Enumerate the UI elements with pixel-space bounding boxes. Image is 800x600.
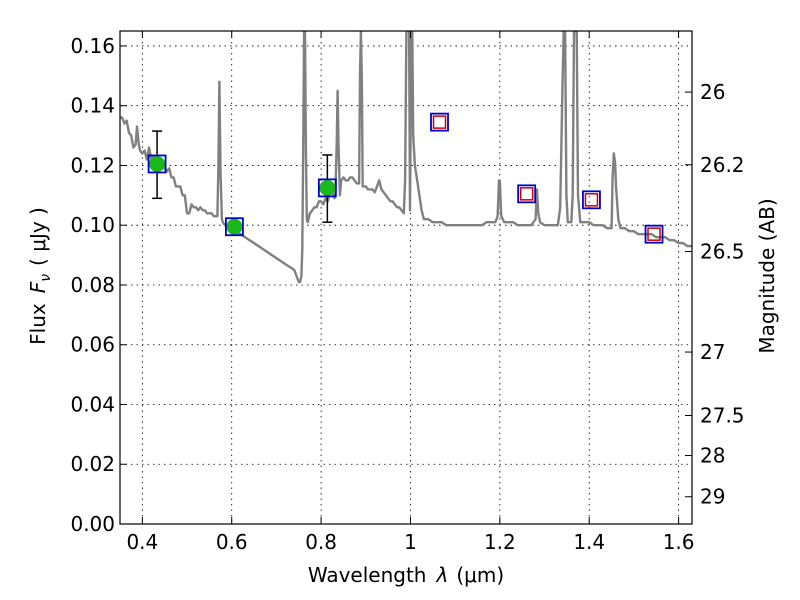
- y-tick-label: 0.06: [70, 333, 115, 357]
- y2-tick-label: 26: [700, 80, 725, 104]
- model-spectrum-line: [120, 31, 692, 284]
- model-photometry-box: [317, 178, 337, 198]
- y2-tick-label: 28: [700, 444, 725, 468]
- model-photometry-box: [644, 224, 664, 244]
- model-photometry-box: [430, 112, 449, 132]
- y-tick-label: 0.08: [70, 273, 115, 297]
- axes: 0.4 0.6 0.8 1 1.2 1.4 1.6 0.00 0.02 0.04 0.06 0.08 0…: [70, 30, 745, 554]
- model-inner-box: [432, 115, 447, 129]
- y-tick-label: 0.14: [70, 94, 115, 118]
- y-tick-label: 0.16: [70, 34, 115, 58]
- observed-point: [149, 155, 166, 172]
- plot-area: [120, 31, 692, 284]
- markers: [147, 112, 664, 244]
- x-axis-label: Wavelength λ (μm): [308, 563, 504, 587]
- y-tick-label: 0.04: [70, 392, 115, 416]
- y2-tick-label: 26.2: [700, 153, 745, 177]
- y2-axis-label: Magnitude (AB): [755, 198, 779, 353]
- x-tick-label: 1.2: [484, 530, 516, 554]
- x-tick-label: 0.6: [216, 530, 248, 554]
- observed-point: [226, 218, 243, 235]
- model-photometry-box: [582, 190, 601, 210]
- y2-tick-label: 26.5: [700, 239, 745, 263]
- model-inner-box: [519, 187, 534, 201]
- model-inner-box: [647, 227, 661, 241]
- x-tick-label: 0.4: [126, 530, 158, 554]
- y-tick-label: 0.12: [70, 153, 115, 177]
- y-tick-label: 0.02: [70, 452, 115, 476]
- y-axis-label: FluxFν( μJy ): [26, 207, 54, 345]
- model-photometry-box: [517, 184, 537, 204]
- x-tick-label: 1.6: [663, 530, 695, 554]
- y2-tick-label: 27: [700, 340, 725, 364]
- model-inner-box: [584, 193, 599, 207]
- x-tick-label: 0.8: [305, 530, 337, 554]
- plot-frame: [119, 30, 693, 525]
- y-tick-label: 0.10: [70, 213, 115, 237]
- observed-point: [319, 179, 336, 196]
- y-tick-label: 0.00: [70, 512, 115, 536]
- y2-tick-label: 29: [700, 485, 725, 509]
- model-photometry-box: [224, 217, 244, 237]
- y2-tick-label: 27.5: [700, 404, 745, 428]
- model-photometry-box: [147, 154, 167, 174]
- x-tick-label: 1: [404, 530, 417, 554]
- x-tick-label: 1.4: [573, 530, 605, 554]
